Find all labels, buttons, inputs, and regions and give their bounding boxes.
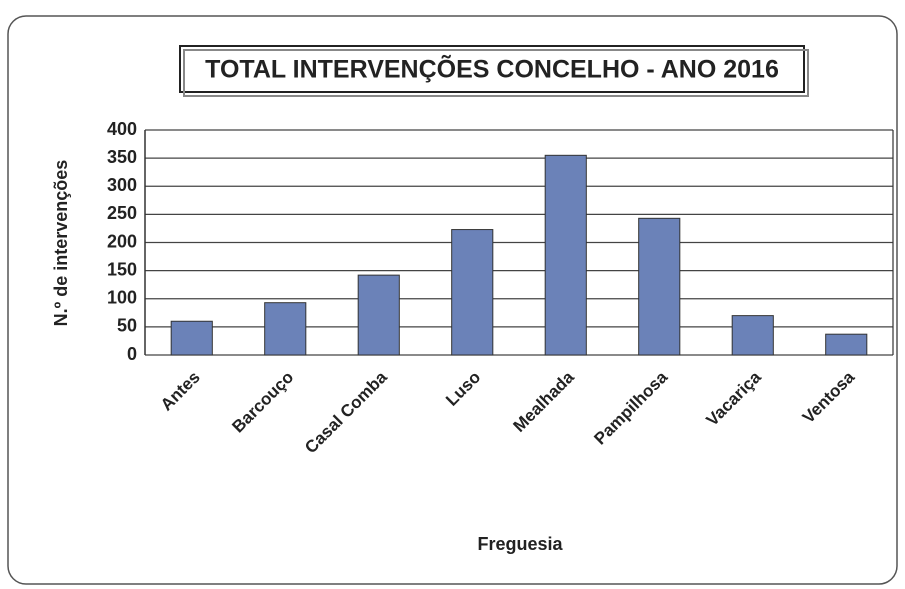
chart-title: TOTAL INTERVENÇÕES CONCELHO - ANO 2016 [205,54,779,84]
bar [731,315,774,356]
y-tick-label: 200 [107,231,137,251]
y-tick-label: 150 [107,259,137,279]
y-tick-label: 350 [107,147,137,167]
bar [264,302,307,356]
bar [451,229,494,356]
bar [170,320,213,356]
y-tick-label: 100 [107,288,137,308]
y-tick-label: 400 [107,119,137,139]
bar [825,333,868,356]
title-box [179,45,805,93]
y-tick-label: 50 [117,316,137,336]
bar [638,217,681,356]
bar [357,274,400,356]
y-tick-label: 300 [107,175,137,195]
bar [544,154,587,356]
title-shadow [183,49,809,97]
y-tick-label: 0 [127,344,137,364]
x-axis-label: Freguesia [477,534,563,554]
y-tick-label: 250 [107,203,137,223]
y-axis-label: N.º de intervenções [51,160,71,327]
